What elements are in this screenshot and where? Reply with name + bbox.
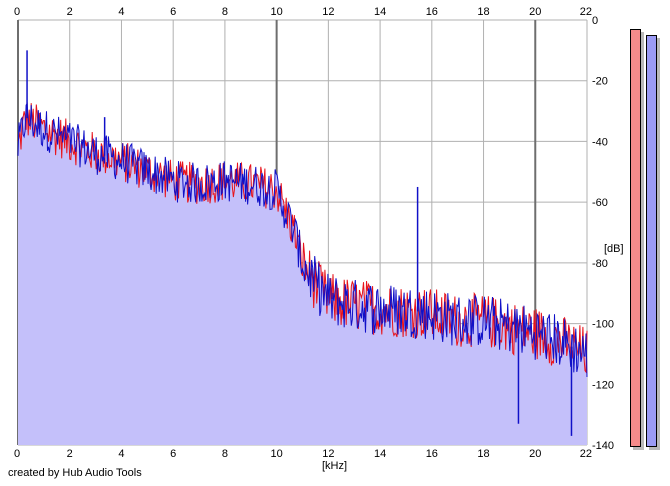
y-tick-label: -60 bbox=[592, 197, 608, 209]
x-tick-label: 18 bbox=[477, 448, 489, 460]
y-axis-label: [dB] bbox=[604, 243, 624, 255]
x-tick-label: 10 bbox=[271, 6, 283, 18]
x-tick-label: 22 bbox=[580, 6, 592, 18]
x-tick-labels-top: 0 2 4 6 8 10 12 14 16 18 20 22 bbox=[14, 6, 592, 18]
left-level-meter bbox=[630, 29, 641, 447]
y-tick-label: -40 bbox=[592, 136, 608, 148]
x-tick-label: 10 bbox=[271, 448, 283, 460]
y-tick-label: -80 bbox=[592, 258, 608, 270]
left-channel-series bbox=[17, 102, 588, 374]
y-tick-label: 0 bbox=[592, 15, 598, 27]
x-tick-label: 0 bbox=[14, 448, 20, 460]
x-tick-label: 0 bbox=[14, 6, 20, 18]
x-tick-label: 2 bbox=[67, 6, 73, 18]
x-tick-label: 4 bbox=[118, 6, 124, 18]
spike-marks bbox=[26, 50, 573, 436]
right-channel-series bbox=[17, 101, 588, 378]
x-tick-label: 14 bbox=[374, 448, 386, 460]
x-tick-labels-bottom: 0 2 4 6 8 10 12 14 16 18 20 22 bbox=[14, 448, 592, 460]
right-level-meter bbox=[646, 35, 657, 447]
x-tick-label: 22 bbox=[580, 448, 592, 460]
x-tick-label: 16 bbox=[426, 6, 438, 18]
x-tick-label: 8 bbox=[222, 6, 228, 18]
y-tick-labels: 0 -20 -40 -60 -80 -100 -120 -140 bbox=[592, 15, 614, 452]
y-tick-label: -120 bbox=[592, 379, 614, 391]
x-tick-label: 18 bbox=[477, 6, 489, 18]
x-tick-label: 6 bbox=[170, 6, 176, 18]
x-tick-label: 12 bbox=[322, 6, 334, 18]
x-tick-label: 4 bbox=[118, 448, 124, 460]
y-tick-label: -100 bbox=[592, 319, 614, 331]
x-tick-label: 2 bbox=[67, 448, 73, 460]
x-tick-label: 14 bbox=[374, 6, 386, 18]
y-tick-label: -140 bbox=[592, 440, 614, 452]
x-axis-label: [kHz] bbox=[322, 460, 348, 472]
x-tick-label: 20 bbox=[529, 448, 541, 460]
x-tick-label: 20 bbox=[529, 6, 541, 18]
x-tick-label: 6 bbox=[170, 448, 176, 460]
y-tick-label: -20 bbox=[592, 76, 608, 88]
footer-credit: created by Hub Audio Tools bbox=[8, 467, 142, 479]
x-tick-label: 8 bbox=[222, 448, 228, 460]
x-tick-label: 16 bbox=[426, 448, 438, 460]
x-tick-label: 12 bbox=[322, 448, 334, 460]
